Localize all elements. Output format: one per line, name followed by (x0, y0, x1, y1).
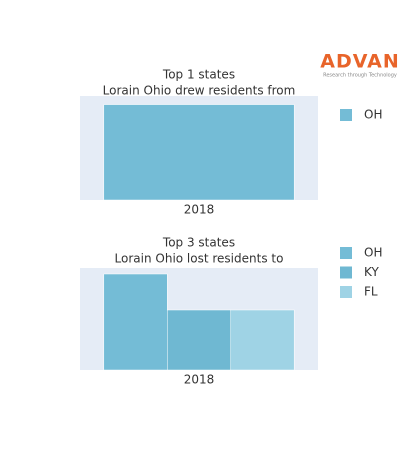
legend-swatch (340, 109, 352, 121)
legend-swatch (340, 266, 352, 279)
chart-title: Top 3 states (162, 236, 235, 250)
legend-swatch (340, 286, 352, 298)
bar (230, 309, 295, 371)
legend-label: FL (364, 285, 378, 299)
x-tick-label: 2018 (184, 203, 215, 217)
x-tick-label: 2018 (184, 373, 215, 387)
bar (103, 273, 168, 371)
logo-tagline: Research through Technology (323, 73, 397, 79)
legend-label: KY (364, 265, 379, 279)
legend-label: OH (364, 108, 382, 122)
chart-subtitle: Lorain Ohio lost residents to (115, 252, 284, 266)
chart-title: Top 1 states (162, 68, 235, 82)
legend-swatch (340, 247, 352, 259)
bar (167, 309, 231, 371)
bar (103, 104, 295, 201)
legend-label: OH (364, 246, 382, 260)
logo-name: ADVAN (320, 51, 400, 73)
chart-subtitle: Lorain Ohio drew residents from (103, 84, 296, 98)
